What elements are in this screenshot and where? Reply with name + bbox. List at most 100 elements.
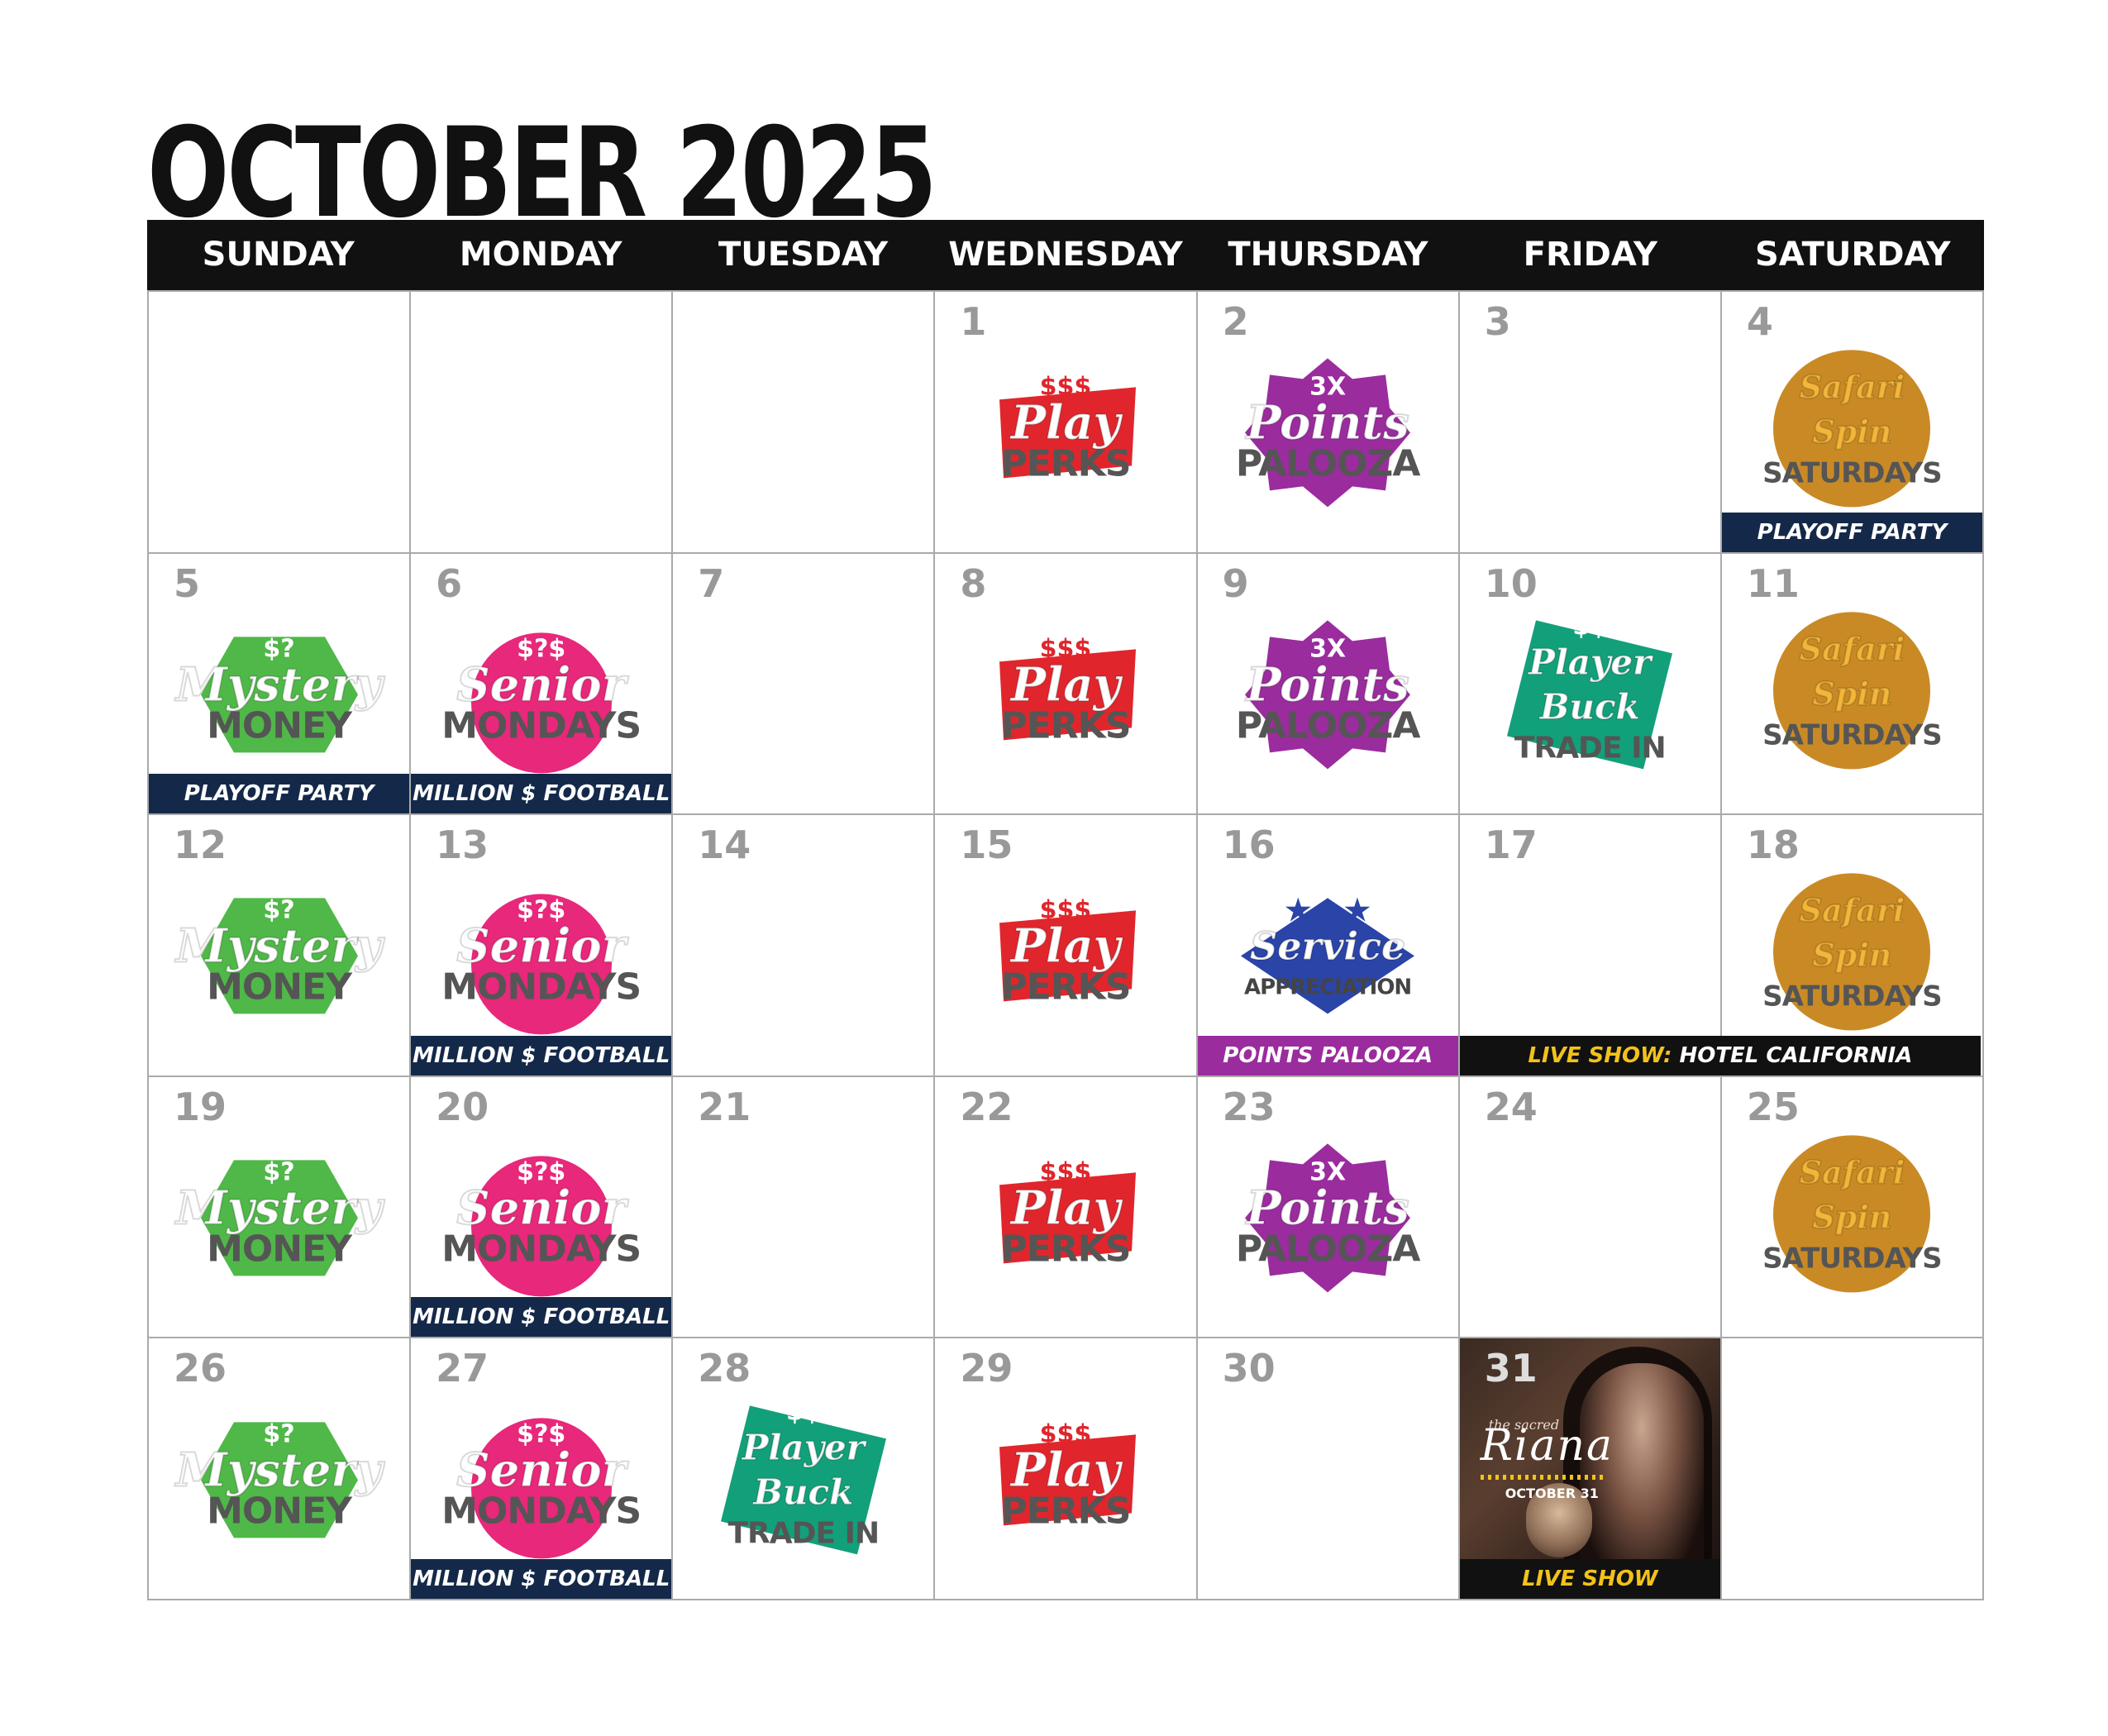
logo-line2: MONEY [207,704,352,747]
live-show-poster[interactable]: the sacred Riana OCTOBER 31 [1459,1338,1720,1599]
safari-spin-logo[interactable]: Safari Spin SATURDAYS [1757,603,1947,777]
player-buck-logo[interactable]: $$ Player Buck TRADE IN [708,1389,899,1562]
logo-line2: PALOOZA [1235,1228,1420,1271]
safari-spin-logo[interactable]: Safari Spin SATURDAYS [1757,342,1947,516]
day-cell[interactable]: 15 $$$ Play PERKS [935,815,1198,1077]
logo-top: $$$ [1039,372,1092,402]
logo-top: $? [263,1157,295,1187]
logo-line2: PERKS [1000,704,1131,747]
day-cell[interactable]: 11 Safari Spin SATURDAYS [1721,553,1984,816]
day-cell[interactable]: 16 ★★★ Service APPRECIATION POINTS PALOO… [1197,815,1460,1077]
live-show-banner[interactable]: LIVE SHOW: HOTEL CALIFORNIA [1459,1035,1981,1075]
play-for-perks-logo[interactable]: $$$ Play PERKS [971,342,1161,516]
safari-spin-logo[interactable]: Safari Spin SATURDAYS [1757,1127,1947,1300]
logo-line1: Senior [455,1180,627,1236]
day-cell[interactable]: 28 $$ Player Buck TRADE IN [673,1338,936,1600]
day-cell[interactable]: 19 $? Mystery MONEY [149,1076,412,1339]
day-cell[interactable]: 27 $?$ Senior MONDAYS MILLION $ FOOTBALL [411,1338,674,1600]
day-cell[interactable]: 25 Safari Spin SATURDAYS [1721,1076,1984,1339]
mystery-money-logo[interactable]: $? Mystery MONEY [175,603,383,777]
day-cell[interactable]: 14 [673,815,936,1077]
senior-mondays-icon [470,632,612,774]
logo-line2: PERKS [1000,966,1131,1009]
points-palooza-logo[interactable]: 3X Points PALOOZA [1233,1127,1423,1300]
logo-top: $$$ [1039,634,1092,664]
safari-spin-logo[interactable]: Safari Spin SATURDAYS [1757,866,1947,1039]
day-cell[interactable]: 18 Safari Spin SATURDAYS [1721,815,1984,1077]
day-cell[interactable]: 4 Safari Spin SATURDAYS PLAYOFF PARTY [1721,292,1984,554]
day-cell[interactable]: 1 $$$ Play PERKS [935,292,1198,554]
day-cell[interactable]: 26 $? Mystery MONEY [149,1338,412,1600]
day-number: 21 [698,1084,751,1129]
logo-line2: MONEY [207,966,352,1009]
live-show-label: LIVE SHOW: [1528,1042,1672,1068]
play-for-perks-icon [999,1172,1136,1264]
day-cell[interactable]: 2 3X Points PALOOZA [1197,292,1460,554]
doll-image [1525,1483,1592,1557]
day-cell[interactable]: 22 $$$ Play PERKS [935,1076,1198,1339]
live-show-banner[interactable]: LIVE SHOW [1459,1559,1720,1599]
day-number: 22 [960,1084,1013,1129]
play-for-perks-logo[interactable]: $$$ Play PERKS [971,866,1161,1039]
day-number: 7 [698,560,725,606]
play-for-perks-icon [999,649,1136,741]
day-cell[interactable]: 3 [1459,292,1722,554]
day-cell[interactable]: the sacred Riana OCTOBER 31 31 LIVE SHOW [1459,1338,1722,1600]
day-cell[interactable]: 9 3X Points PALOOZA [1197,553,1460,816]
senior-mondays-logo[interactable]: $?$ Senior MONDAYS [441,1389,641,1562]
day-cell[interactable]: 6 $?$ Senior MONDAYS MILLION $ FOOTBALL [411,553,674,816]
play-for-perks-icon [999,910,1136,1002]
day-cell[interactable]: 8 $$$ Play PERKS [935,553,1198,816]
day-number: 29 [960,1346,1013,1391]
mystery-money-logo[interactable]: $? Mystery MONEY [175,1127,383,1300]
day-cell[interactable]: 7 [673,553,936,816]
weekday-thursday: THURSDAY [1228,236,1428,274]
day-cell[interactable]: 24 [1459,1076,1722,1339]
logo-top: $$ [1572,612,1608,641]
day-number: 20 [436,1084,489,1129]
player-buck-logo[interactable]: $$ Player Buck TRADE IN [1495,603,1685,777]
million-football-banner[interactable]: MILLION $ FOOTBALL [411,774,672,814]
mystery-money-logo[interactable]: $? Mystery MONEY [175,1389,383,1562]
day-number: 31 [1484,1346,1538,1391]
senior-mondays-logo[interactable]: $?$ Senior MONDAYS [441,1127,641,1300]
day-number: 12 [174,823,227,868]
playoff-party-banner[interactable]: PLAYOFF PARTY [1721,512,1982,552]
logo-line2: PERKS [1000,1228,1131,1271]
senior-mondays-logo[interactable]: $?$ Senior MONDAYS [441,866,641,1039]
page-title: OCTOBER 2025 [147,102,937,246]
day-cell[interactable]: 20 $?$ Senior MONDAYS MILLION $ FOOTBALL [411,1076,674,1339]
day-cell[interactable]: 12 $? Mystery MONEY [149,815,412,1077]
million-football-banner[interactable]: MILLION $ FOOTBALL [411,1559,672,1599]
day-cell[interactable]: 13 $?$ Senior MONDAYS MILLION $ FOOTBALL [411,815,674,1077]
mystery-money-logo[interactable]: $? Mystery MONEY [175,866,383,1039]
points-palooza-logo[interactable]: 3X Points PALOOZA [1233,603,1423,777]
day-cell[interactable]: 21 [673,1076,936,1339]
points-palooza-banner[interactable]: POINTS PALOOZA [1197,1035,1458,1075]
senior-mondays-logo[interactable]: $?$ Senior MONDAYS [441,603,641,777]
day-cell[interactable]: 30 [1197,1338,1460,1600]
logo-top: $$$ [1039,895,1092,925]
play-for-perks-logo[interactable]: $$$ Play PERKS [971,1127,1161,1300]
play-for-perks-logo[interactable]: $$$ Play PERKS [971,603,1161,777]
million-football-banner[interactable]: MILLION $ FOOTBALL [411,1035,672,1075]
day-cell[interactable]: 10 $$ Player Buck TRADE IN [1459,553,1722,816]
senior-mondays-icon [470,1418,612,1559]
day-number: 24 [1484,1084,1538,1129]
points-palooza-logo[interactable]: 3X Points PALOOZA [1233,342,1423,516]
weekday-saturday: SATURDAY [1754,236,1951,274]
service-appreciation-logo[interactable]: ★★★ Service APPRECIATION [1233,866,1423,1039]
day-cell[interactable]: 17 LIVE SHOW: HOTEL CALIFORNIA [1459,815,1981,1077]
day-cell[interactable]: 5 $? Mystery MONEY PLAYOFF PARTY [149,553,412,816]
weekday-friday: FRIDAY [1523,236,1657,274]
player-buck-icon [1507,620,1673,770]
logo-line2: PERKS [1000,442,1131,485]
day-cell[interactable]: 23 3X Points PALOOZA [1197,1076,1460,1339]
safari-spin-icon [1773,1135,1931,1293]
day-cell[interactable]: 29 $$$ Play PERKS [935,1338,1198,1600]
play-for-perks-logo[interactable]: $$$ Play PERKS [971,1389,1161,1562]
logo-line1: Safari Spin [1799,891,1906,975]
playoff-party-banner[interactable]: PLAYOFF PARTY [149,774,410,814]
mystery-money-icon [200,637,358,753]
million-football-banner[interactable]: MILLION $ FOOTBALL [411,1297,672,1338]
